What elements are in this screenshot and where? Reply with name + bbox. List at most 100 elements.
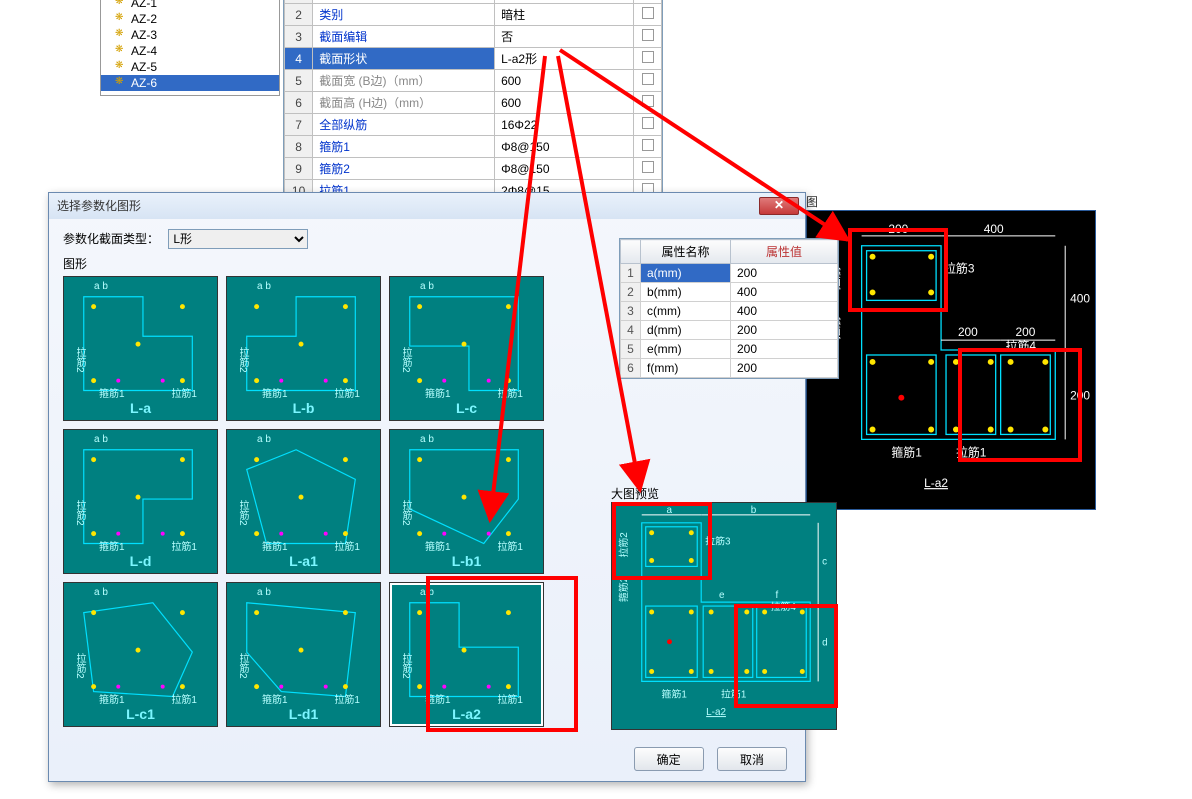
shape-thumbnail[interactable]: a b 拉筋2 箍筋1 拉筋1 L-c bbox=[389, 276, 544, 421]
row-index: 3 bbox=[621, 302, 641, 321]
param-key: b(mm) bbox=[641, 283, 731, 302]
param-row[interactable]: 3c(mm)400 bbox=[621, 302, 838, 321]
prop-value[interactable]: 16Φ22 bbox=[495, 114, 634, 136]
row-index: 4 bbox=[621, 321, 641, 340]
thumbnail-caption: L-b bbox=[227, 400, 380, 416]
column-header-value: 属性值 bbox=[731, 240, 838, 264]
prop-value[interactable]: Φ8@150 bbox=[495, 136, 634, 158]
param-row[interactable]: 4d(mm)200 bbox=[621, 321, 838, 340]
shape-thumbnail[interactable]: a b 拉筋2 箍筋1 拉筋1 L-a bbox=[63, 276, 218, 421]
param-type-select[interactable]: L形 bbox=[168, 229, 308, 249]
shape-thumbnail[interactable]: a b 拉筋2 箍筋1 拉筋1 L-a1 bbox=[226, 429, 381, 574]
thumbnail-caption: L-a2 bbox=[390, 706, 543, 722]
shape-thumbnail[interactable]: a b 拉筋2 箍筋1 拉筋1 L-b1 bbox=[389, 429, 544, 574]
tree-node[interactable]: AZ-5 bbox=[101, 59, 279, 75]
param-row[interactable]: 1a(mm)200 bbox=[621, 264, 838, 283]
prop-key: 箍筋2 bbox=[313, 158, 495, 180]
svg-text:拉筋3: 拉筋3 bbox=[944, 262, 975, 276]
param-value[interactable]: 200 bbox=[731, 264, 838, 283]
prop-value[interactable]: 否 bbox=[495, 26, 634, 48]
shape-thumbnail[interactable]: a b 拉筋2 箍筋1 拉筋1 L-b bbox=[226, 276, 381, 421]
row-index: 4 bbox=[285, 48, 313, 70]
prop-key: 截面宽 (B边)（mm） bbox=[313, 70, 495, 92]
svg-text:L-a2: L-a2 bbox=[924, 476, 948, 490]
property-row[interactable]: 7全部纵筋16Φ22 bbox=[285, 114, 662, 136]
prop-checkbox[interactable] bbox=[634, 114, 662, 136]
tree-node[interactable]: AZ-1 bbox=[101, 0, 279, 11]
prop-key: 截面高 (H边)（mm） bbox=[313, 92, 495, 114]
tree-node[interactable]: AZ-4 bbox=[101, 43, 279, 59]
close-button[interactable]: ✕ bbox=[759, 197, 799, 215]
prop-value[interactable]: 600 bbox=[495, 92, 634, 114]
row-index: 8 bbox=[285, 136, 313, 158]
svg-text:d: d bbox=[822, 638, 828, 649]
preview-label: 大图预览 bbox=[611, 485, 659, 502]
svg-text:200: 200 bbox=[888, 222, 908, 236]
dialog-title: 选择参数化图形 bbox=[57, 199, 141, 213]
shape-preview: a b c d e f 拉筋3 拉筋4 箍筋1 拉筋1 L-a2 箍筋2 拉筋2 bbox=[611, 502, 837, 730]
property-row[interactable]: 9箍筋2Φ8@150 bbox=[285, 158, 662, 180]
property-row[interactable]: 6截面高 (H边)（mm）600 bbox=[285, 92, 662, 114]
param-value[interactable]: 400 bbox=[731, 283, 838, 302]
row-index: 2 bbox=[285, 4, 313, 26]
property-row[interactable]: 5截面宽 (B边)（mm）600 bbox=[285, 70, 662, 92]
thumbnail-caption: L-a1 bbox=[227, 553, 380, 569]
ok-button[interactable]: 确定 bbox=[634, 747, 704, 771]
prop-key: 类别 bbox=[313, 4, 495, 26]
param-row[interactable]: 2b(mm)400 bbox=[621, 283, 838, 302]
tree-node-selected[interactable]: AZ-6 bbox=[101, 75, 279, 91]
prop-value[interactable]: 暗柱 bbox=[495, 4, 634, 26]
thumbnail-caption: L-b1 bbox=[390, 553, 543, 569]
prop-key: 截面形状 bbox=[313, 48, 495, 70]
param-value[interactable]: 200 bbox=[731, 321, 838, 340]
prop-value[interactable]: 600 bbox=[495, 70, 634, 92]
param-key: f(mm) bbox=[641, 359, 731, 378]
svg-text:拉筋1: 拉筋1 bbox=[956, 445, 987, 459]
row-index: 2 bbox=[621, 283, 641, 302]
prop-key: 截面编辑 bbox=[313, 26, 495, 48]
svg-text:e: e bbox=[719, 590, 725, 601]
row-index: 1 bbox=[621, 264, 641, 283]
param-value[interactable]: 200 bbox=[731, 359, 838, 378]
tree-node[interactable]: AZ-2 bbox=[101, 11, 279, 27]
shape-thumbnail[interactable]: a b 拉筋2 箍筋1 拉筋1 L-d bbox=[63, 429, 218, 574]
property-row[interactable]: 8箍筋1Φ8@150 bbox=[285, 136, 662, 158]
svg-text:200: 200 bbox=[958, 325, 978, 339]
shape-thumbnail[interactable]: a b 拉筋2 箍筋1 拉筋1 L-a2 bbox=[389, 582, 544, 727]
param-value[interactable]: 400 bbox=[731, 302, 838, 321]
prop-checkbox[interactable] bbox=[634, 48, 662, 70]
svg-text:拉筋3: 拉筋3 bbox=[705, 535, 731, 548]
property-row[interactable]: 4截面形状L-a2形 bbox=[285, 48, 662, 70]
param-value[interactable]: 200 bbox=[731, 340, 838, 359]
svg-text:L-a2: L-a2 bbox=[706, 707, 726, 718]
param-key: e(mm) bbox=[641, 340, 731, 359]
prop-checkbox[interactable] bbox=[634, 136, 662, 158]
row-index: 5 bbox=[621, 340, 641, 359]
property-row[interactable]: 3截面编辑否 bbox=[285, 26, 662, 48]
prop-key: 全部纵筋 bbox=[313, 114, 495, 136]
shape-thumbnail[interactable]: a b 拉筋2 箍筋1 拉筋1 L-d1 bbox=[226, 582, 381, 727]
shape-thumbnail[interactable]: a b 拉筋2 箍筋1 拉筋1 L-c1 bbox=[63, 582, 218, 727]
prop-value[interactable]: L-a2形 bbox=[495, 48, 634, 70]
param-row[interactable]: 5e(mm)200 bbox=[621, 340, 838, 359]
thumbnail-caption: L-d1 bbox=[227, 706, 380, 722]
cancel-button[interactable]: 取消 bbox=[717, 747, 787, 771]
shape-param-table[interactable]: 属性名称 属性值 1a(mm)2002b(mm)4003c(mm)4004d(m… bbox=[619, 238, 839, 379]
select-shape-dialog: 选择参数化图形 ✕ 参数化截面类型： L形 图形 a b 拉筋2 箍筋 bbox=[48, 192, 806, 782]
param-row[interactable]: 6f(mm)200 bbox=[621, 359, 838, 378]
row-index: 6 bbox=[285, 92, 313, 114]
thumbnail-caption: L-c bbox=[390, 400, 543, 416]
svg-text:箍筋2: 箍筋2 bbox=[617, 576, 630, 602]
property-row[interactable]: 2类别暗柱 bbox=[285, 4, 662, 26]
prop-checkbox[interactable] bbox=[634, 70, 662, 92]
tree-node[interactable]: AZ-3 bbox=[101, 27, 279, 43]
prop-checkbox[interactable] bbox=[634, 158, 662, 180]
prop-checkbox[interactable] bbox=[634, 4, 662, 26]
param-key: a(mm) bbox=[641, 264, 731, 283]
prop-checkbox[interactable] bbox=[634, 26, 662, 48]
element-tree[interactable]: AZ-1 AZ-2 AZ-3 AZ-4 AZ-5 AZ-6 bbox=[100, 0, 280, 96]
prop-value[interactable]: Φ8@150 bbox=[495, 158, 634, 180]
row-index: 9 bbox=[285, 158, 313, 180]
prop-checkbox[interactable] bbox=[634, 92, 662, 114]
dialog-titlebar[interactable]: 选择参数化图形 ✕ bbox=[49, 193, 805, 219]
